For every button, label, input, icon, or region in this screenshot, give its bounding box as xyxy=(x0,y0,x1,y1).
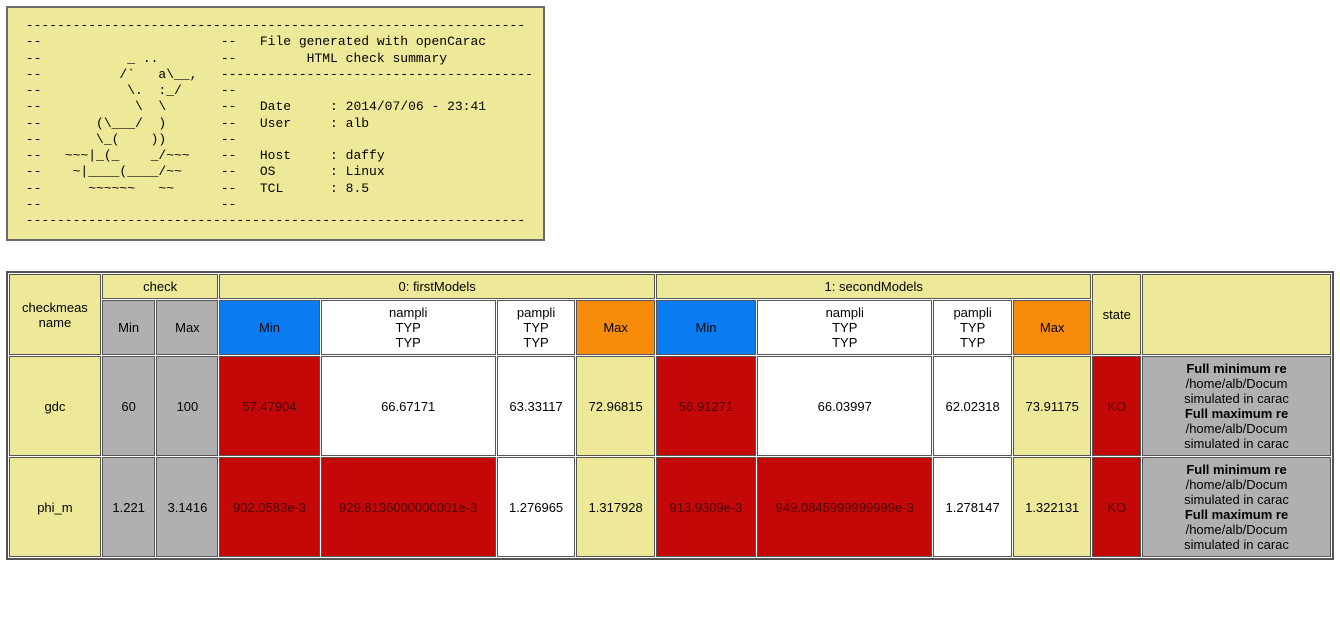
col-checkmeas-name: checkmeasname xyxy=(9,274,101,355)
cell-m1-min: 56.91271 xyxy=(656,356,756,456)
cell-m0-pampli: 63.33117 xyxy=(497,356,576,456)
col-m1-pampli: pampliTYPTYP xyxy=(933,300,1012,355)
table-row: gdc6010057.4790466.6717163.3311772.96815… xyxy=(9,356,1331,456)
results-table: checkmeasname check 0: firstModels 1: se… xyxy=(6,271,1334,560)
cell-check-min: 1.221 xyxy=(102,457,156,557)
cell-m0-nampli: 66.67171 xyxy=(321,356,496,456)
cell-m1-pampli: 62.02318 xyxy=(933,356,1012,456)
col-check-max: Max xyxy=(156,300,218,355)
colgroup-model-1: 1: secondModels xyxy=(656,274,1092,299)
cell-m0-max: 72.96815 xyxy=(576,356,655,456)
col-m1-min: Min xyxy=(656,300,756,355)
cell-name: gdc xyxy=(9,356,101,456)
cell-m0-max: 1.317928 xyxy=(576,457,655,557)
col-comment xyxy=(1142,274,1331,355)
cell-m1-nampli: 949.0845999999999e-3 xyxy=(757,457,932,557)
cell-m1-min: 913.9309e-3 xyxy=(656,457,756,557)
cell-m0-min: 902.0583e-3 xyxy=(219,457,319,557)
cell-m1-max: 73.91175 xyxy=(1013,356,1092,456)
table-body: gdc6010057.4790466.6717163.3311772.96815… xyxy=(9,356,1331,557)
header-ascii-text: ----------------------------------------… xyxy=(18,18,533,229)
col-m1-nampli: nampliTYPTYP xyxy=(757,300,932,355)
colgroup-model-0: 0: firstModels xyxy=(219,274,655,299)
table-row: phi_m1.2213.1416902.0583e-3929.813600000… xyxy=(9,457,1331,557)
cell-m0-pampli: 1.276965 xyxy=(497,457,576,557)
cell-name: phi_m xyxy=(9,457,101,557)
cell-state: KO xyxy=(1092,356,1141,456)
cell-m1-nampli: 66.03997 xyxy=(757,356,932,456)
cell-m1-max: 1.322131 xyxy=(1013,457,1092,557)
col-m0-max: Max xyxy=(576,300,655,355)
col-m1-max: Max xyxy=(1013,300,1092,355)
cell-comment: Full minimum re/home/alb/Documsimulated … xyxy=(1142,457,1331,557)
cell-comment: Full minimum re/home/alb/Documsimulated … xyxy=(1142,356,1331,456)
cell-m1-pampli: 1.278147 xyxy=(933,457,1012,557)
header-ascii-box: ----------------------------------------… xyxy=(6,6,545,241)
col-m0-nampli: nampliTYPTYP xyxy=(321,300,496,355)
cell-m0-min: 57.47904 xyxy=(219,356,319,456)
col-m0-min: Min xyxy=(219,300,319,355)
cell-check-max: 100 xyxy=(156,356,218,456)
cell-m0-nampli: 929.8136000000001e-3 xyxy=(321,457,496,557)
cell-check-min: 60 xyxy=(102,356,156,456)
cell-state: KO xyxy=(1092,457,1141,557)
col-check-min: Min xyxy=(102,300,156,355)
colgroup-check: check xyxy=(102,274,219,299)
col-state: state xyxy=(1092,274,1141,355)
col-m0-pampli: pampliTYPTYP xyxy=(497,300,576,355)
cell-check-max: 3.1416 xyxy=(156,457,218,557)
table-header: checkmeasname check 0: firstModels 1: se… xyxy=(9,274,1331,355)
